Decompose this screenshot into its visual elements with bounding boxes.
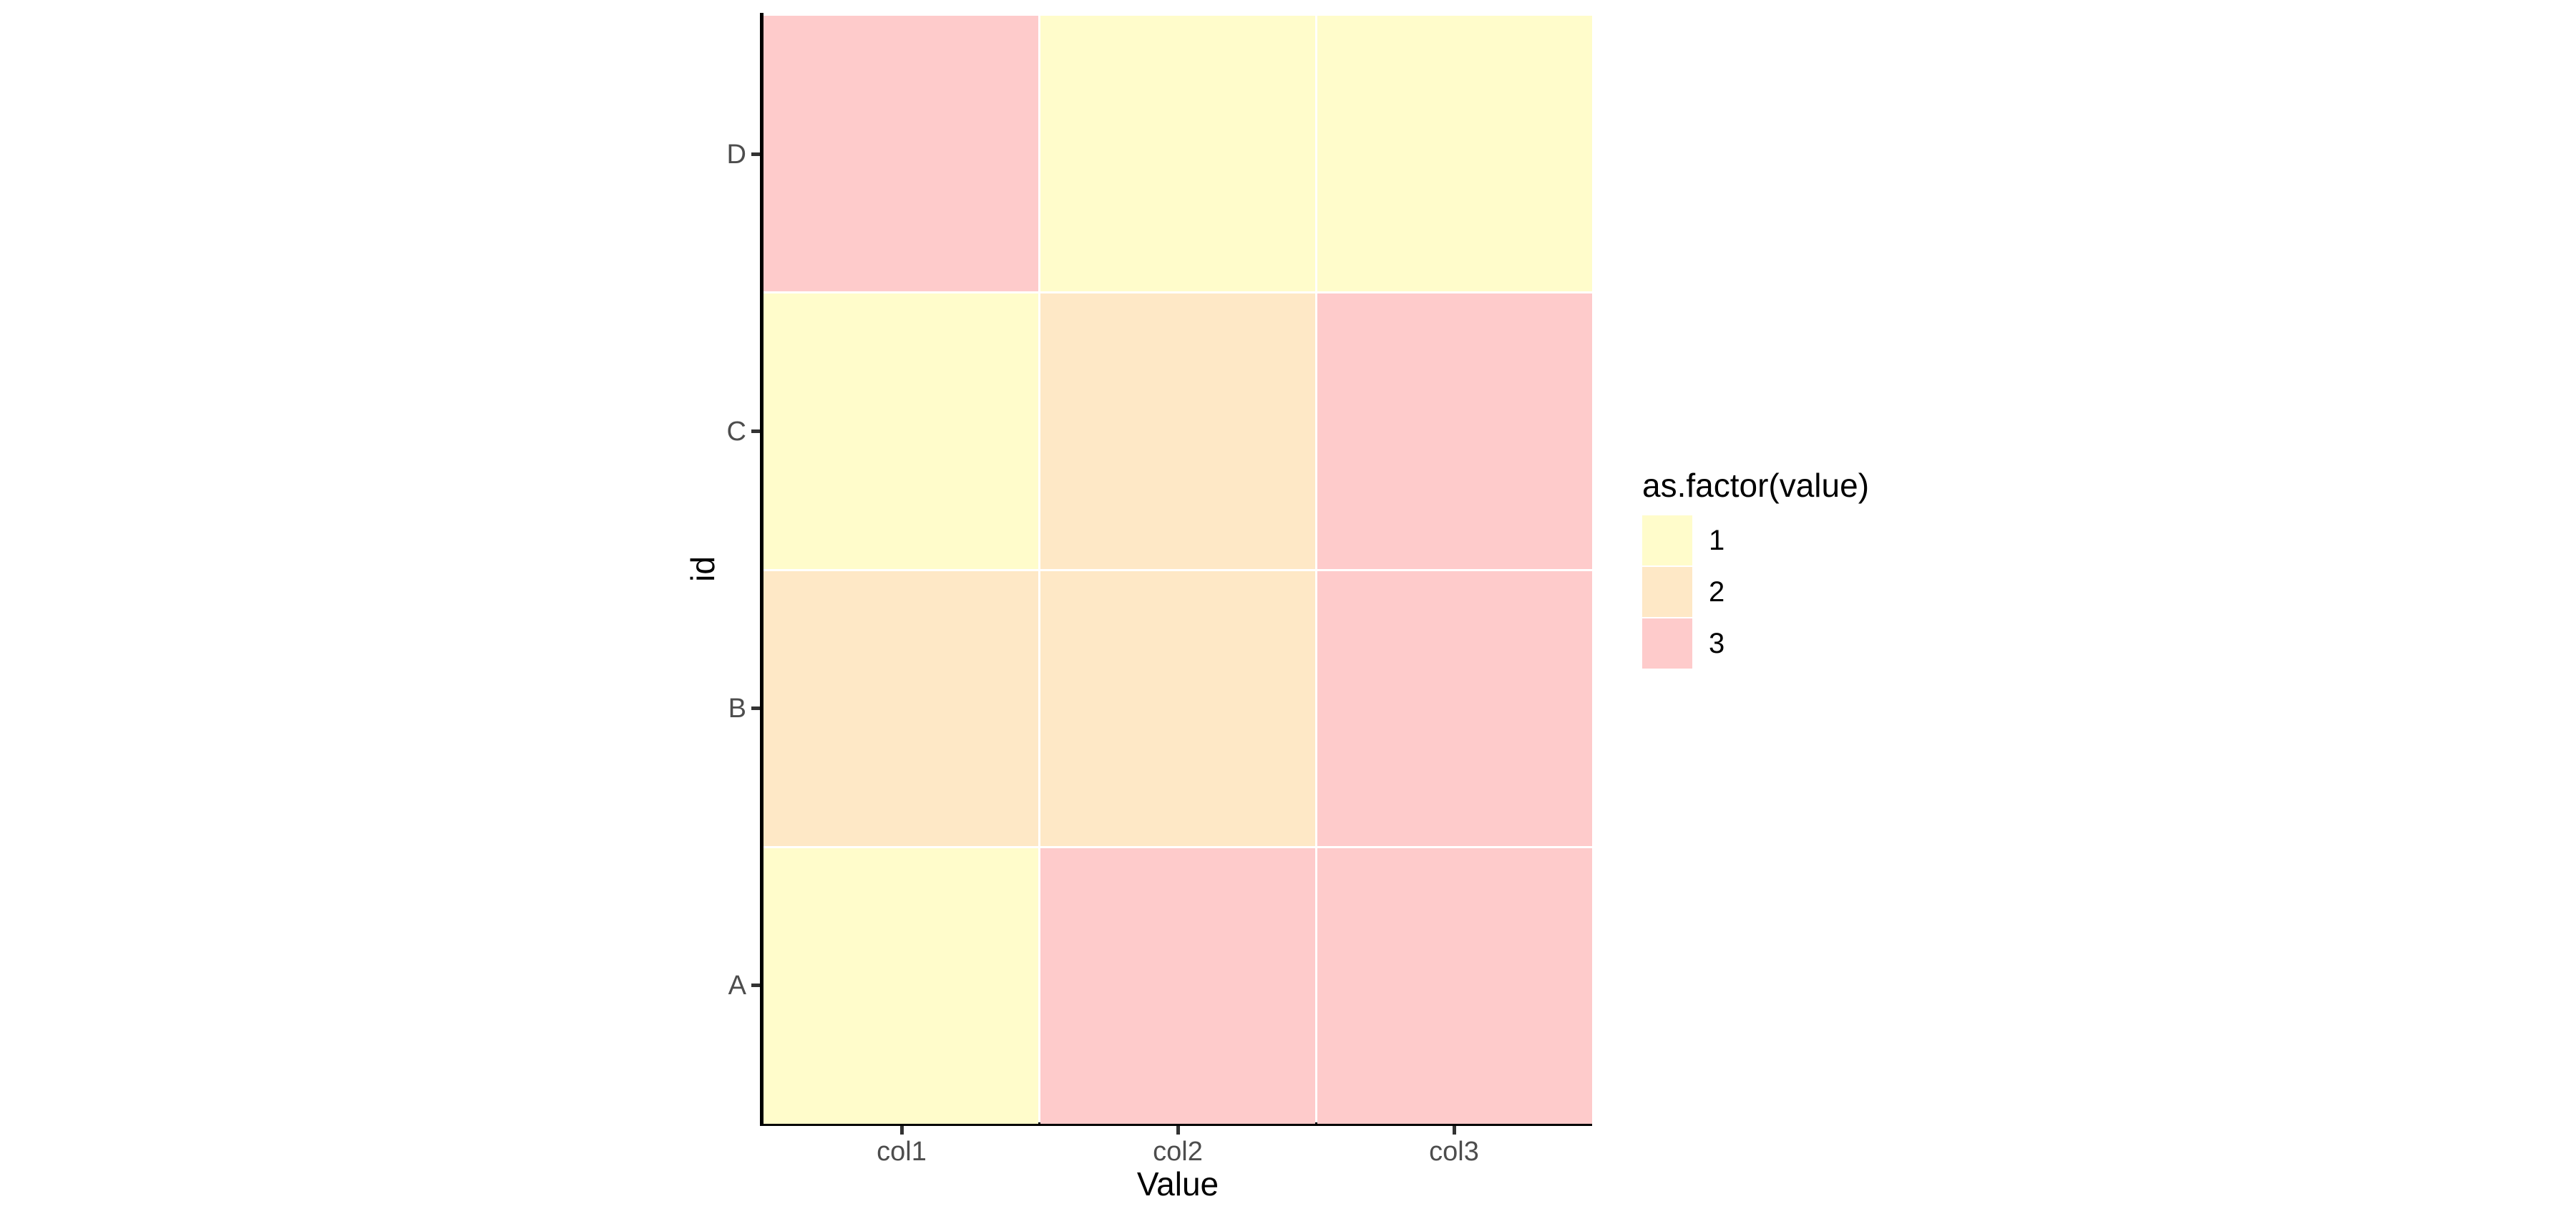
y-tick-D — [751, 152, 760, 156]
y-tick-label-D: D — [726, 139, 746, 170]
cell-C-col3 — [1317, 293, 1592, 569]
y-tick-label-B: B — [728, 693, 746, 724]
cell-D-col3 — [1317, 16, 1592, 291]
y-tick-label-C: C — [726, 416, 746, 447]
legend: as.factor(value) 1 2 3 — [1642, 467, 2000, 669]
cell-D-col1 — [763, 16, 1038, 291]
x-tick-label-col2: col2 — [1153, 1137, 1203, 1167]
x-tick-col3 — [1452, 1126, 1456, 1135]
x-tick-label-col1: col1 — [877, 1137, 927, 1167]
y-tick-C — [751, 429, 760, 433]
legend-items: 1 2 3 — [1642, 515, 2000, 669]
x-axis-title: Value — [1136, 1165, 1219, 1203]
y-tick-B — [751, 706, 760, 710]
y-tick-A — [751, 984, 760, 987]
legend-item-2: 2 — [1642, 567, 2000, 617]
legend-key-swatch-3 — [1642, 618, 1692, 669]
y-axis-title: id — [684, 556, 721, 582]
legend-label-1: 1 — [1709, 525, 1725, 556]
cell-B-col2 — [1040, 570, 1315, 847]
legend-item-3: 3 — [1642, 618, 2000, 669]
legend-key-swatch-2 — [1642, 567, 1692, 617]
y-tick-label-A: A — [728, 970, 746, 1001]
legend-label-2: 2 — [1709, 576, 1725, 608]
cell-A-col2 — [1040, 848, 1315, 1124]
cell-A-col1 — [763, 848, 1038, 1124]
y-axis-line — [760, 13, 763, 1126]
cell-B-col1 — [763, 570, 1038, 847]
cell-A-col3 — [1317, 848, 1592, 1124]
legend-title: as.factor(value) — [1642, 467, 1870, 504]
legend-key-swatch-1 — [1642, 515, 1692, 565]
plot-panel — [763, 16, 1592, 1124]
cell-D-col2 — [1040, 16, 1315, 291]
cell-B-col3 — [1317, 570, 1592, 847]
x-tick-label-col3: col3 — [1429, 1137, 1479, 1167]
x-axis-line — [760, 1122, 1592, 1126]
heatmap-grid — [763, 16, 1592, 1124]
legend-label-3: 3 — [1709, 628, 1725, 659]
cell-C-col1 — [763, 293, 1038, 569]
x-tick-col2 — [1176, 1126, 1180, 1135]
x-tick-col1 — [899, 1126, 904, 1135]
cell-C-col2 — [1040, 293, 1315, 569]
legend-item-1: 1 — [1642, 515, 2000, 565]
